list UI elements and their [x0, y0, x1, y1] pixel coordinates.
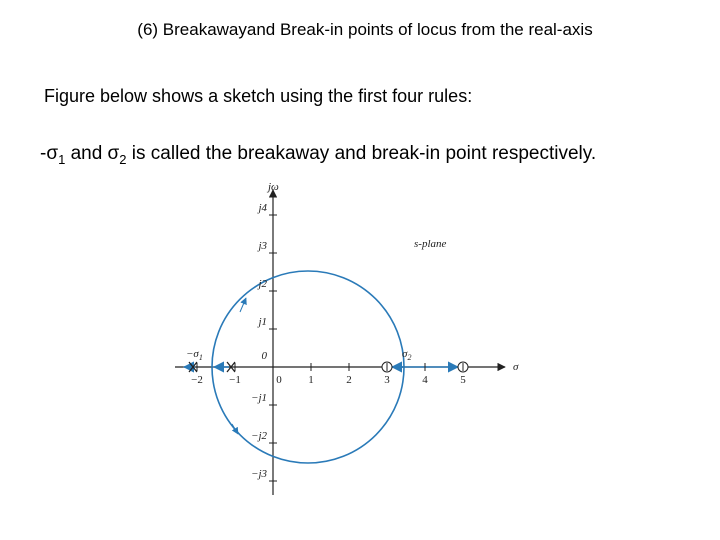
text-line: Figure below shows a sketch using the fi…	[44, 86, 473, 106]
point-label: −σ1	[186, 348, 203, 362]
imag-tick-label: j3	[256, 240, 267, 252]
pole	[226, 361, 236, 373]
slide-title: (6) Breakawayand Break-in points of locu…	[137, 20, 593, 39]
point-label: σ2	[402, 348, 411, 362]
axis-label: σ	[513, 361, 519, 373]
locus-arrow	[239, 297, 247, 313]
real-tick-label: 3	[384, 374, 390, 386]
axis-label: jω	[266, 181, 279, 193]
real-tick-label: 1	[308, 374, 314, 386]
real-tick-label: 4	[422, 374, 428, 386]
text: is called the breakaway and break-in poi…	[126, 143, 597, 164]
subscript: 1	[199, 353, 203, 362]
subscript: 2	[119, 151, 127, 167]
text-line: -σ1 and σ2 is called the breakaway and b…	[40, 143, 596, 167]
real-tick-label: 0	[276, 374, 282, 386]
imag-tick-label: j2	[256, 278, 267, 290]
real-tick-label: 5	[460, 374, 466, 386]
pole	[188, 361, 198, 373]
imag-tick-label: −j1	[251, 392, 267, 404]
imag-tick-label: j4	[256, 202, 267, 214]
text: and σ	[65, 143, 120, 164]
real-tick-label: −2	[191, 374, 203, 386]
imag-tick-label: −j3	[251, 468, 267, 480]
real-tick-label: −1	[229, 374, 241, 386]
subscript: 1	[58, 151, 66, 167]
plane-label: s-plane	[414, 238, 447, 250]
imag-tick-label: j1	[256, 316, 267, 328]
subscript: 2	[407, 353, 411, 362]
real-tick-label: 2	[346, 374, 352, 386]
imag-tick-label: −j2	[251, 430, 267, 442]
text: −σ	[186, 348, 199, 360]
text: σ	[402, 348, 408, 360]
text: -σ	[40, 143, 59, 164]
locus-arrow	[231, 423, 239, 435]
imag-tick-label: 0	[262, 350, 268, 362]
